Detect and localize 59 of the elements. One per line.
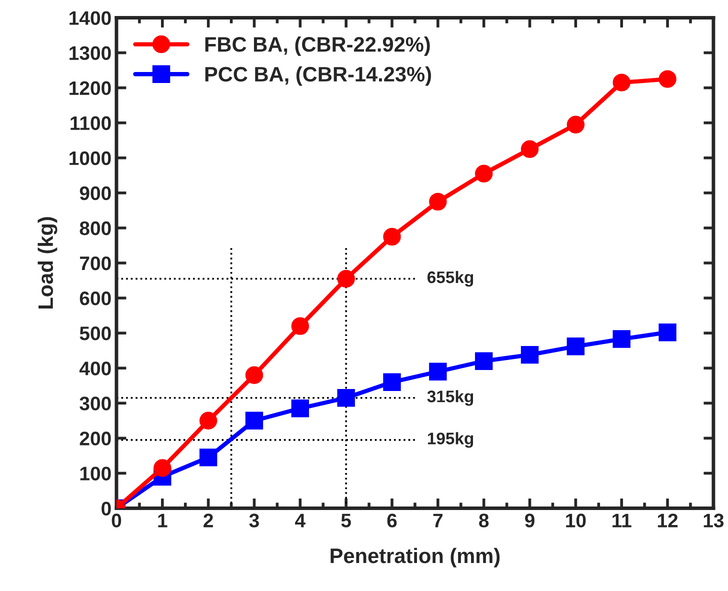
x-tick-label: 4 (295, 514, 306, 528)
point (245, 412, 264, 430)
point (612, 74, 630, 92)
y-tick-label: 600 (80, 292, 111, 306)
y-tick-label: 900 (80, 186, 111, 200)
y-tick-label: 700 (80, 256, 111, 270)
point (383, 228, 401, 246)
x-tick-label: 5 (341, 514, 351, 528)
y-tick-label: 0 (102, 502, 111, 516)
point (337, 270, 355, 288)
y-axis-title: Load (kg) (38, 217, 58, 308)
point (199, 412, 218, 430)
x-tick-label: 6 (387, 514, 397, 528)
x-tick-label: 8 (479, 514, 489, 528)
point (566, 338, 585, 356)
ref-line-label: 655kg (428, 270, 474, 287)
x-tick-label: 7 (433, 514, 442, 528)
x-tick-label: 11 (612, 514, 632, 528)
ref-line-label: 315kg (427, 390, 474, 406)
x-tick-label: 1 (158, 514, 168, 528)
y-tick-label: 300 (80, 396, 111, 410)
point (383, 373, 401, 391)
ref-line-label: 195kg (428, 432, 474, 448)
y-tick-label: 1000 (70, 151, 111, 166)
legend-label: FBC BA, (CBR-22.92%) (205, 36, 430, 56)
x-tick-label: 9 (525, 514, 534, 528)
y-tick-label: 1100 (70, 116, 111, 130)
point (612, 330, 630, 348)
point (429, 192, 447, 211)
point (566, 116, 585, 134)
y-tick-label: 1400 (70, 11, 111, 25)
x-tick-label: 12 (658, 514, 678, 528)
point (199, 448, 218, 466)
x-tick-label: 0 (112, 514, 122, 528)
legend-label: PCC BA, (CBR-14.23%) (205, 66, 431, 86)
y-tick-label: 800 (80, 221, 111, 236)
point (520, 140, 539, 158)
point (291, 400, 310, 418)
y-tick-label: 1300 (70, 46, 111, 60)
point (520, 346, 539, 364)
y-tick-label: 500 (80, 326, 111, 340)
x-tick-label: 2 (204, 514, 213, 528)
x-tick-label: 13 (704, 514, 724, 528)
point (245, 366, 264, 384)
x-axis-title: Penetration (mm) (330, 548, 500, 568)
point (658, 70, 676, 88)
y-tick-label: 100 (80, 466, 111, 480)
point (474, 164, 493, 182)
point (154, 459, 172, 477)
point (429, 362, 447, 380)
y-tick-label: 1200 (70, 81, 111, 96)
x-tick-label: 10 (566, 514, 586, 528)
point (291, 317, 310, 335)
y-tick-label: 200 (80, 432, 111, 446)
point (658, 324, 676, 342)
x-tick-label: 3 (249, 514, 259, 528)
y-tick-label: 400 (79, 362, 111, 376)
point (474, 352, 493, 370)
point (337, 389, 355, 407)
